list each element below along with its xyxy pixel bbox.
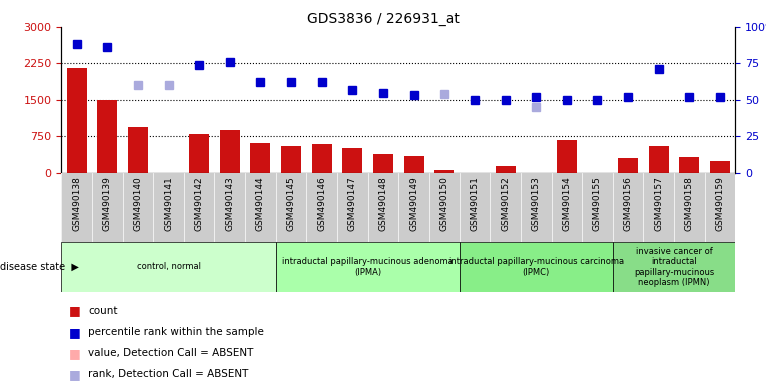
- Text: ■: ■: [69, 326, 80, 339]
- Bar: [61, 242, 276, 292]
- Bar: [679, 157, 699, 173]
- Text: GSM490140: GSM490140: [133, 176, 142, 231]
- Text: GSM490155: GSM490155: [593, 176, 602, 231]
- Bar: [97, 100, 117, 173]
- Text: GSM490143: GSM490143: [225, 176, 234, 231]
- Text: GSM490157: GSM490157: [654, 176, 663, 231]
- Bar: [276, 242, 460, 292]
- Bar: [342, 147, 362, 173]
- Bar: [460, 242, 613, 292]
- Text: GSM490159: GSM490159: [715, 176, 725, 231]
- Bar: [373, 154, 393, 173]
- Text: GSM490152: GSM490152: [501, 176, 510, 231]
- Text: GSM490150: GSM490150: [440, 176, 449, 231]
- Bar: [281, 146, 301, 173]
- Text: count: count: [88, 306, 118, 316]
- Text: ■: ■: [69, 347, 80, 360]
- Text: GSM490156: GSM490156: [624, 176, 633, 231]
- Bar: [434, 170, 454, 173]
- Text: intraductal papillary-mucinous carcinoma
(IPMC): intraductal papillary-mucinous carcinoma…: [449, 257, 624, 276]
- Text: intraductal papillary-mucinous adenoma
(IPMA): intraductal papillary-mucinous adenoma (…: [283, 257, 453, 276]
- Text: GSM490149: GSM490149: [409, 176, 418, 231]
- Text: GSM490158: GSM490158: [685, 176, 694, 231]
- Text: disease state  ▶: disease state ▶: [0, 262, 79, 272]
- Text: value, Detection Call = ABSENT: value, Detection Call = ABSENT: [88, 348, 254, 358]
- Text: ■: ■: [69, 305, 80, 318]
- Text: rank, Detection Call = ABSENT: rank, Detection Call = ABSENT: [88, 369, 248, 379]
- Text: GSM490145: GSM490145: [286, 176, 296, 231]
- Bar: [710, 161, 730, 173]
- Text: GSM490153: GSM490153: [532, 176, 541, 231]
- Text: control, normal: control, normal: [136, 262, 201, 271]
- Text: percentile rank within the sample: percentile rank within the sample: [88, 327, 264, 337]
- Bar: [649, 146, 669, 173]
- Bar: [312, 144, 332, 173]
- Text: invasive cancer of
intraductal
papillary-mucinous
neoplasm (IPMN): invasive cancer of intraductal papillary…: [634, 247, 714, 287]
- Text: GSM490144: GSM490144: [256, 176, 265, 231]
- Text: GSM490151: GSM490151: [470, 176, 480, 231]
- Bar: [496, 167, 516, 173]
- Bar: [618, 158, 638, 173]
- Bar: [220, 131, 240, 173]
- Text: GSM490147: GSM490147: [348, 176, 357, 231]
- Bar: [128, 127, 148, 173]
- Text: GSM490138: GSM490138: [72, 176, 81, 231]
- Bar: [250, 142, 270, 173]
- Bar: [67, 68, 87, 173]
- Text: GSM490154: GSM490154: [562, 176, 571, 231]
- Text: GSM490148: GSM490148: [378, 176, 388, 231]
- Text: GDS3836 / 226931_at: GDS3836 / 226931_at: [306, 12, 460, 25]
- Bar: [189, 134, 209, 173]
- Text: ■: ■: [69, 368, 80, 381]
- Text: GSM490139: GSM490139: [103, 176, 112, 231]
- Bar: [613, 242, 735, 292]
- Bar: [404, 156, 424, 173]
- Bar: [557, 140, 577, 173]
- Text: GSM490142: GSM490142: [195, 176, 204, 231]
- Text: GSM490146: GSM490146: [317, 176, 326, 231]
- Text: GSM490141: GSM490141: [164, 176, 173, 231]
